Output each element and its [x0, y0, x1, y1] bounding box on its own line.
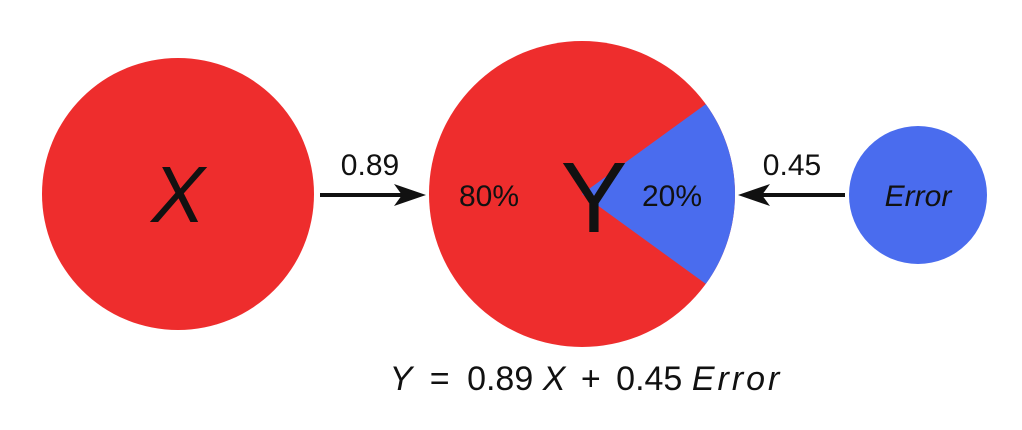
edge-x-y-label: 0.89 [341, 149, 399, 182]
equation-equals: = [430, 360, 450, 398]
equation-coef1: 0.89 [467, 360, 533, 398]
node-y-blue-segment [582, 104, 735, 284]
equation-lhs: Y [390, 360, 415, 398]
equation-coef2: 0.45 [616, 360, 682, 398]
node-y-label: Y [561, 142, 628, 254]
equation-var1: X [542, 360, 567, 398]
edge-error-y-arrowhead [738, 184, 770, 206]
equation-var2: Error [692, 360, 783, 398]
node-error-label: Error [885, 180, 953, 213]
equation-plus: + [581, 360, 601, 398]
node-y-red-percent: 80% [459, 180, 519, 213]
equation: Y = 0.89 X + 0.45 Error [390, 360, 783, 398]
node-error-circle [849, 126, 987, 264]
node-x-label: X [149, 150, 207, 239]
node-x-circle [42, 58, 314, 330]
edge-x-y-arrowhead [394, 184, 426, 206]
node-y-blue-percent: 20% [642, 180, 702, 213]
edge-error-y-label: 0.45 [763, 149, 821, 182]
